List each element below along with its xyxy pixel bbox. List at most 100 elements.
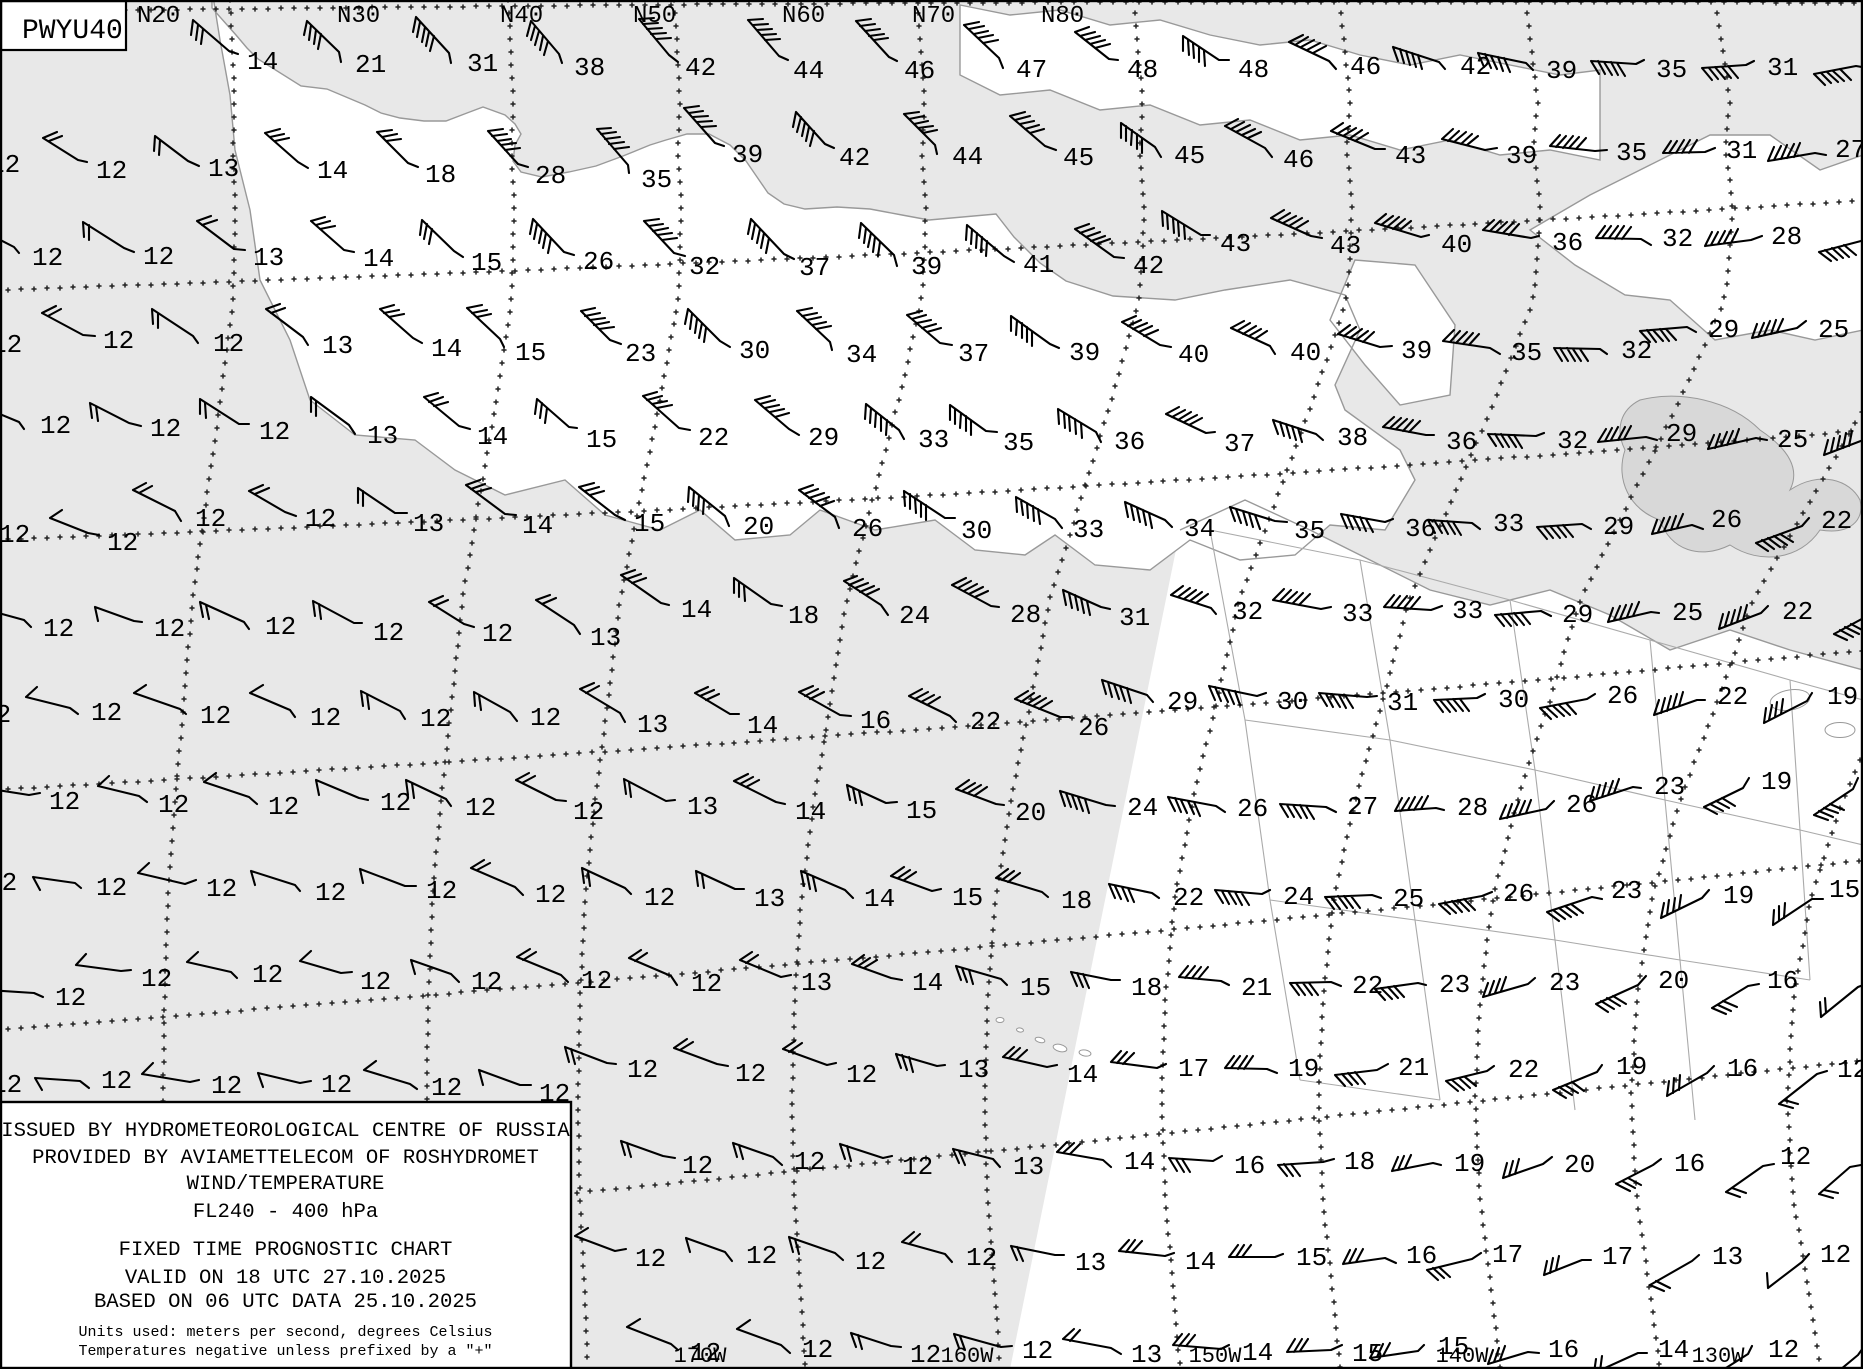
svg-text:12: 12 bbox=[1780, 1142, 1811, 1172]
svg-text:15: 15 bbox=[471, 248, 502, 278]
svg-text:12: 12 bbox=[91, 698, 122, 728]
svg-text:31: 31 bbox=[1387, 688, 1418, 718]
svg-text:12: 12 bbox=[682, 1151, 713, 1181]
svg-text:27: 27 bbox=[1835, 135, 1863, 165]
svg-text:12: 12 bbox=[482, 619, 513, 649]
svg-text:14: 14 bbox=[431, 334, 462, 364]
svg-text:Units used: meters per second,: Units used: meters per second, degrees C… bbox=[78, 1324, 492, 1341]
svg-text:15: 15 bbox=[1829, 875, 1860, 905]
svg-text:36: 36 bbox=[1552, 228, 1583, 258]
svg-text:26: 26 bbox=[852, 514, 883, 544]
svg-text:16: 16 bbox=[1767, 966, 1798, 996]
svg-text:12: 12 bbox=[846, 1060, 877, 1090]
svg-text:12: 12 bbox=[213, 329, 244, 359]
svg-text:12: 12 bbox=[966, 1243, 997, 1273]
svg-text:30: 30 bbox=[739, 336, 770, 366]
svg-text:46: 46 bbox=[1283, 145, 1314, 175]
svg-text:12: 12 bbox=[1820, 1240, 1851, 1270]
svg-text:43: 43 bbox=[1395, 141, 1426, 171]
svg-text:35: 35 bbox=[641, 165, 672, 195]
svg-text:15: 15 bbox=[1296, 1243, 1327, 1273]
svg-text:N20: N20 bbox=[137, 3, 180, 30]
svg-text:N30: N30 bbox=[337, 3, 380, 30]
svg-text:14: 14 bbox=[681, 595, 712, 625]
svg-text:46: 46 bbox=[1350, 52, 1381, 82]
svg-text:40: 40 bbox=[1178, 340, 1209, 370]
svg-text:160W: 160W bbox=[941, 1344, 995, 1369]
svg-text:13: 13 bbox=[367, 421, 398, 451]
svg-text:12: 12 bbox=[195, 504, 226, 534]
svg-text:12: 12 bbox=[0, 150, 20, 180]
svg-text:15: 15 bbox=[952, 883, 983, 913]
svg-text:12: 12 bbox=[855, 1247, 886, 1277]
svg-text:12: 12 bbox=[530, 703, 561, 733]
svg-text:12: 12 bbox=[150, 414, 181, 444]
svg-text:15: 15 bbox=[515, 338, 546, 368]
svg-text:12: 12 bbox=[315, 878, 346, 908]
svg-text:12: 12 bbox=[265, 612, 296, 642]
svg-text:14: 14 bbox=[747, 711, 778, 741]
svg-text:22: 22 bbox=[1717, 682, 1748, 712]
svg-text:22: 22 bbox=[1782, 597, 1813, 627]
svg-text:N80: N80 bbox=[1041, 3, 1084, 30]
svg-text:12: 12 bbox=[627, 1055, 658, 1085]
svg-text:14: 14 bbox=[522, 511, 553, 541]
svg-text:31: 31 bbox=[1119, 603, 1150, 633]
svg-text:18: 18 bbox=[1131, 973, 1162, 1003]
svg-text:47: 47 bbox=[1016, 55, 1047, 85]
svg-text:13: 13 bbox=[687, 792, 718, 822]
svg-text:43: 43 bbox=[1220, 229, 1251, 259]
svg-text:12: 12 bbox=[1837, 1055, 1863, 1085]
svg-text:26: 26 bbox=[583, 247, 614, 277]
svg-text:30: 30 bbox=[1277, 687, 1308, 717]
svg-text:33: 33 bbox=[1073, 515, 1104, 545]
svg-text:40: 40 bbox=[1290, 338, 1321, 368]
svg-text:26: 26 bbox=[1503, 879, 1534, 909]
svg-text:12: 12 bbox=[200, 701, 231, 731]
svg-text:12: 12 bbox=[143, 242, 174, 272]
svg-text:12: 12 bbox=[465, 793, 496, 823]
svg-text:31: 31 bbox=[1726, 136, 1757, 166]
svg-text:12: 12 bbox=[360, 967, 391, 997]
svg-text:12: 12 bbox=[55, 983, 86, 1013]
svg-text:12: 12 bbox=[154, 614, 185, 644]
svg-text:22: 22 bbox=[698, 423, 729, 453]
svg-text:12: 12 bbox=[0, 520, 30, 550]
svg-text:12: 12 bbox=[535, 880, 566, 910]
svg-text:13: 13 bbox=[754, 884, 785, 914]
svg-text:39: 39 bbox=[1506, 141, 1537, 171]
svg-text:18: 18 bbox=[1344, 1147, 1375, 1177]
svg-text:17: 17 bbox=[1178, 1054, 1209, 1084]
svg-text:12: 12 bbox=[43, 614, 74, 644]
svg-text:37: 37 bbox=[1224, 429, 1255, 459]
svg-text:27: 27 bbox=[1347, 792, 1378, 822]
svg-text:12: 12 bbox=[141, 964, 172, 994]
svg-text:15: 15 bbox=[634, 509, 665, 539]
svg-text:44: 44 bbox=[952, 142, 983, 172]
svg-text:19: 19 bbox=[1761, 767, 1792, 797]
svg-text:36: 36 bbox=[1114, 427, 1145, 457]
svg-text:23: 23 bbox=[1654, 772, 1685, 802]
svg-text:PROVIDED BY AVIAMETTELECOM OF: PROVIDED BY AVIAMETTELECOM OF ROSHYDROME… bbox=[32, 1147, 539, 1170]
svg-text:28: 28 bbox=[1010, 600, 1041, 630]
svg-text:24: 24 bbox=[1283, 882, 1314, 912]
svg-text:19: 19 bbox=[1827, 682, 1858, 712]
svg-text:12: 12 bbox=[158, 790, 189, 820]
svg-text:37: 37 bbox=[799, 253, 830, 283]
svg-text:12: 12 bbox=[252, 960, 283, 990]
svg-text:16: 16 bbox=[1406, 1241, 1437, 1271]
svg-text:39: 39 bbox=[732, 140, 763, 170]
svg-text:14: 14 bbox=[1067, 1060, 1098, 1090]
svg-text:33: 33 bbox=[918, 425, 949, 455]
svg-text:140W: 140W bbox=[1436, 1344, 1490, 1369]
svg-text:170W: 170W bbox=[674, 1344, 728, 1369]
svg-text:22: 22 bbox=[1508, 1055, 1539, 1085]
svg-text:14: 14 bbox=[363, 244, 394, 274]
svg-text:12: 12 bbox=[471, 967, 502, 997]
svg-text:WIND/TEMPERATURE: WIND/TEMPERATURE bbox=[187, 1173, 385, 1196]
svg-text:39: 39 bbox=[1546, 56, 1577, 86]
svg-text:22: 22 bbox=[970, 707, 1001, 737]
svg-text:12: 12 bbox=[1022, 1336, 1053, 1366]
svg-text:38: 38 bbox=[574, 53, 605, 83]
svg-text:28: 28 bbox=[1457, 793, 1488, 823]
